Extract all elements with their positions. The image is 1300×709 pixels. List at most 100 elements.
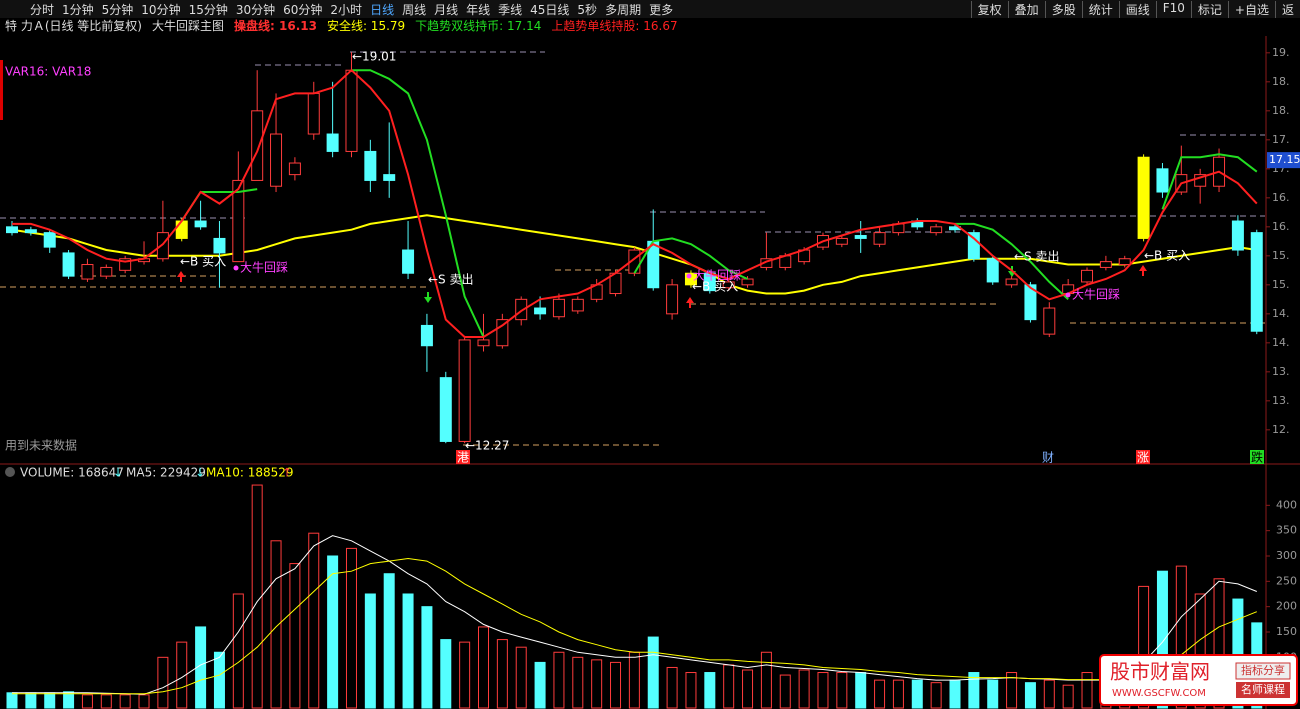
- candle-body: [81, 264, 94, 280]
- marker-box: [1250, 450, 1264, 464]
- candle-body: [1194, 174, 1207, 187]
- arrow: ↓: [195, 466, 205, 480]
- period-tab[interactable]: 分时: [30, 3, 55, 17]
- volume-bar: [44, 692, 56, 709]
- y-tick-label: 19.: [1272, 46, 1290, 59]
- volume-bar: [798, 669, 810, 709]
- watermark-site: 股市财富网: [1110, 660, 1210, 684]
- volume-bar: [364, 593, 376, 709]
- candle-body: [43, 232, 56, 248]
- tool-button[interactable]: 复权: [970, 1, 1008, 18]
- tool-button[interactable]: 叠加: [1007, 1, 1045, 18]
- volume-bar: [1213, 578, 1225, 709]
- volume-bar: [63, 691, 75, 709]
- marker: 财: [1042, 451, 1054, 465]
- period-tab[interactable]: 60分钟: [283, 3, 323, 17]
- candle-body: [873, 232, 886, 245]
- volume-bar: [1156, 570, 1168, 709]
- volume-bar: [1175, 565, 1187, 709]
- tool-button[interactable]: 画线: [1118, 1, 1156, 18]
- annotation: 大牛回踩: [1072, 287, 1120, 302]
- candle-body: [175, 220, 188, 239]
- last-price: 17.15: [1269, 153, 1300, 166]
- note: 用到未来数据: [5, 438, 77, 453]
- period-tab[interactable]: 1分钟: [62, 3, 94, 17]
- volume-bar: [817, 672, 829, 709]
- period-tab[interactable]: 45日线: [530, 3, 570, 17]
- y-tick-label: 17.: [1272, 133, 1290, 146]
- candle-body: [552, 298, 565, 318]
- operate-line: 操盘线: 16.13: [234, 19, 317, 33]
- candle-body: [1005, 278, 1018, 286]
- tool-button[interactable]: 标记: [1190, 1, 1228, 18]
- candle-body: [213, 237, 226, 254]
- period-tab[interactable]: 15分钟: [188, 3, 228, 17]
- volume-bar: [232, 593, 244, 709]
- volume-bar: [327, 555, 339, 709]
- period-tab[interactable]: 10分钟: [141, 3, 181, 17]
- y-tick-label: 15.: [1272, 278, 1290, 291]
- volume-bar: [251, 484, 263, 709]
- ma-line: [12, 557, 1257, 695]
- marker: 港: [457, 451, 469, 465]
- period-tab[interactable]: 日线: [370, 3, 395, 17]
- volume-bar: [1232, 598, 1244, 709]
- security-name[interactable]: 特 力Ａ(日线 等比前复权): [5, 19, 142, 33]
- y-tick-label: 14.: [1272, 336, 1290, 349]
- candle-body: [1156, 168, 1169, 193]
- candle-body: [251, 110, 264, 181]
- annotation: ←S 卖出: [1014, 250, 1060, 264]
- candle-body: [270, 133, 283, 187]
- candle-body: [684, 272, 697, 286]
- volume-bar: [779, 674, 791, 709]
- candle-body: [1137, 156, 1150, 239]
- tool-button[interactable]: 多股: [1044, 1, 1082, 18]
- volume-bar: [874, 679, 886, 709]
- period-tab[interactable]: 年线: [466, 3, 491, 17]
- candle-body: [534, 307, 547, 315]
- tool-button[interactable]: 返: [1274, 1, 1300, 18]
- volume-bar: [836, 672, 848, 709]
- candle-body: [1099, 261, 1112, 268]
- tool-button[interactable]: 统计: [1081, 1, 1119, 18]
- volume-bar: [81, 694, 93, 709]
- volume-bar: [157, 656, 169, 709]
- y-tick-label: 13.: [1272, 365, 1290, 378]
- period-tab[interactable]: 周线: [402, 3, 427, 17]
- volume-bar: [855, 672, 867, 709]
- buy-arrow: [686, 297, 694, 308]
- y-tick-label: 16.: [1272, 191, 1290, 204]
- volume-bar: [685, 672, 697, 709]
- volume-bar: [289, 563, 301, 709]
- volume-bar: [421, 606, 433, 709]
- indicator-name[interactable]: 大牛回踩主图: [152, 19, 225, 33]
- period-tab[interactable]: 2小时: [330, 3, 363, 17]
- candle-body: [156, 232, 169, 260]
- candle-body: [345, 69, 358, 152]
- period-tab[interactable]: 5分钟: [101, 3, 134, 17]
- tool-button[interactable]: F10: [1155, 1, 1191, 18]
- period-tab[interactable]: 5秒: [577, 3, 598, 17]
- tool-button[interactable]: +自选: [1227, 1, 1275, 18]
- volume-bar: [572, 656, 584, 709]
- volume-bar: [987, 679, 999, 709]
- period-tab[interactable]: 更多: [649, 3, 674, 17]
- series-legend: 下趋势双线持币: 17.14: [415, 19, 542, 33]
- levels: [0, 51, 1265, 233]
- y-tick-label: 12.: [1272, 423, 1290, 436]
- buy-arrow: [177, 271, 185, 282]
- annotation: 大牛回踩: [240, 260, 288, 275]
- period-tab[interactable]: 30分钟: [235, 3, 276, 17]
- candle-body: [364, 150, 377, 181]
- candle-body: [741, 278, 754, 286]
- period-tab[interactable]: 月线: [434, 3, 459, 17]
- line-series: [12, 68, 1258, 338]
- ma5-legend: MA5: 229429: [126, 466, 206, 480]
- candle-body: [24, 229, 37, 234]
- period-tab[interactable]: 季线: [498, 3, 523, 17]
- volume-bar: [911, 679, 923, 709]
- volume-bar: [478, 626, 489, 709]
- y-tick-label: 350: [1276, 524, 1297, 537]
- period-tab[interactable]: 多周期: [605, 3, 642, 17]
